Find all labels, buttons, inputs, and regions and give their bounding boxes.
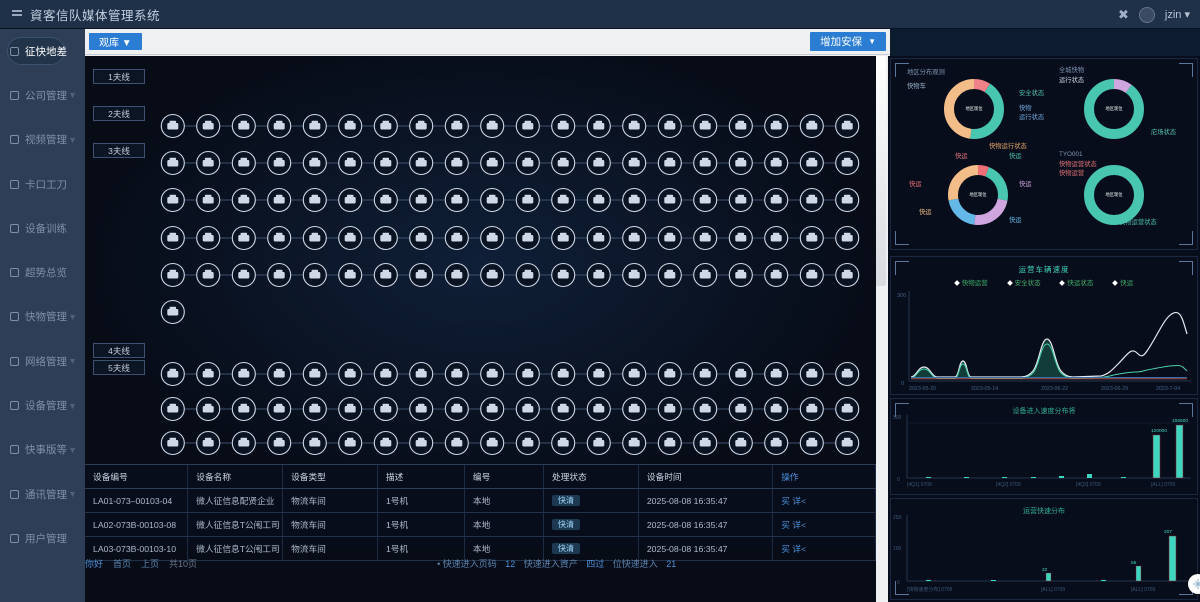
svg-text:地区现位: 地区现位 [1105,191,1123,198]
svg-text:2023-05-14: 2023-05-14 [971,386,998,392]
svg-text:[4Q1] 0709: [4Q1] 0709 [907,482,932,488]
svg-text:500: 500 [893,415,902,421]
svg-text:[ALL] 0709: [ALL] 0709 [1151,482,1175,488]
svg-text:地区现位: 地区现位 [1105,105,1123,112]
svg-text:2023-05-20: 2023-05-20 [909,386,936,392]
svg-text:地区现位: 地区现位 [969,191,987,198]
svg-text:120000: 120000 [1151,428,1167,434]
svg-text:300: 300 [897,293,906,299]
svg-text:0: 0 [897,477,900,483]
svg-text:[ALL] 0709: [ALL] 0709 [1041,587,1065,593]
svg-text:地区现位: 地区现位 [965,105,983,112]
svg-text:250: 250 [893,515,902,521]
svg-text:2023-06-29: 2023-06-29 [1101,386,1128,392]
svg-text:2023-06-22: 2023-06-22 [1041,386,1068,392]
svg-text:56: 56 [1131,560,1137,566]
svg-text:22: 22 [1042,567,1048,573]
svg-text:0: 0 [897,580,900,586]
svg-text:[4Q3] 0709: [4Q3] 0709 [1076,482,1101,488]
svg-text:2023-7-04: 2023-7-04 [1156,386,1180,392]
svg-text:207: 207 [1164,529,1172,535]
svg-text:[快物速度分布] 0709: [快物速度分布] 0709 [907,586,953,593]
svg-text:[4Q2] 0709: [4Q2] 0709 [996,482,1021,488]
svg-text:0: 0 [901,381,904,387]
svg-text:100: 100 [893,546,902,552]
svg-text:[ALL] 0709: [ALL] 0709 [1131,587,1155,593]
svg-text:166500: 166500 [1172,418,1188,424]
